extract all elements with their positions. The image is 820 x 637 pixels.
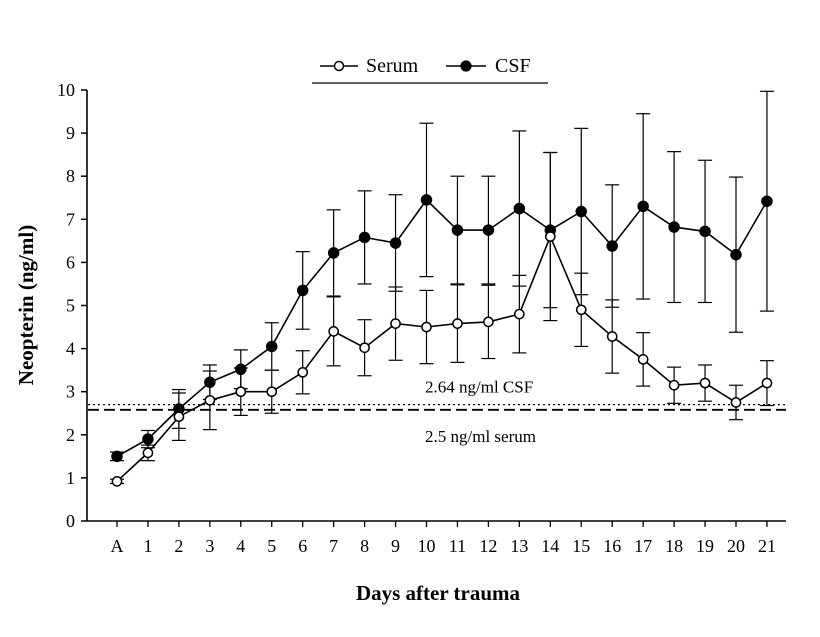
csf-data-point	[606, 240, 618, 252]
csf-data-point	[420, 194, 433, 206]
csf-data-point	[142, 433, 154, 445]
x-tick-label: 8	[360, 536, 369, 556]
serum-data-point	[297, 366, 309, 378]
serum-data-point	[668, 379, 680, 391]
x-tick-label: 15	[572, 536, 590, 556]
serum-data-point	[637, 354, 649, 365]
y-tick-label: 10	[57, 80, 75, 100]
x-tick-label: 13	[510, 536, 528, 556]
legend: Serum CSF	[312, 55, 548, 84]
x-tick-label: 12	[479, 536, 497, 556]
serum-data-point	[575, 304, 587, 316]
series-layer	[110, 90, 774, 487]
y-tick-label: 0	[66, 511, 75, 531]
reference-lines: 2.64 ng/ml CSF 2.5 ng/ml serum	[88, 378, 786, 446]
serum-data-point	[483, 316, 494, 328]
y-axis-title: Neopterin (ng/ml)	[14, 225, 38, 385]
csf-data-point	[358, 231, 371, 244]
y-tick-label: 4	[66, 339, 75, 359]
csf-data-point	[482, 224, 495, 236]
x-tick-label: 2	[174, 536, 183, 556]
x-ticks: A 1 2 3 4 5 6 7 8 9 10 11 12 13 14 15 16 17 18 19 20 21	[111, 521, 776, 556]
serum-data-point	[761, 377, 773, 389]
x-tick-label: 17	[634, 536, 652, 556]
x-tick-label: 14	[541, 536, 559, 556]
csf-data-point	[296, 284, 309, 297]
csf-data-point	[451, 224, 464, 236]
y-tick-label: 9	[66, 123, 75, 143]
serum-data-point	[421, 321, 432, 333]
csf-data-point	[730, 248, 742, 261]
csf-data-point	[266, 340, 278, 353]
csf-data-point	[637, 200, 649, 213]
legend-csf-marker	[460, 60, 472, 72]
csf-data-point	[761, 195, 773, 207]
serum-data-point	[544, 231, 556, 242]
serum-data-point	[514, 308, 525, 320]
csf-data-point	[111, 450, 123, 463]
x-tick-label: A	[111, 536, 124, 556]
x-tick-label: 9	[391, 536, 400, 556]
serum-data-point	[328, 326, 339, 337]
serum-data-point	[111, 475, 123, 487]
serum-series-line	[116, 234, 768, 482]
csf-data-point	[389, 237, 402, 249]
serum-data-point	[359, 342, 370, 354]
x-tick-label: 20	[727, 536, 745, 556]
reference-label-serum: 2.5 ng/ml serum	[425, 427, 536, 446]
csf-data-point	[668, 221, 680, 233]
serum-data-point	[142, 447, 154, 459]
x-tick-label: 5	[267, 536, 276, 556]
y-tick-label: 8	[66, 166, 75, 186]
serum-data-point	[390, 318, 401, 329]
serum-data-point	[235, 386, 247, 398]
x-tick-label: 1	[143, 536, 152, 556]
y-tick-label: 6	[66, 252, 75, 272]
legend-csf-label: CSF	[495, 55, 531, 77]
serum-data-point	[730, 397, 742, 408]
x-tick-label: 19	[696, 536, 714, 556]
x-tick-label: 21	[758, 536, 776, 556]
x-tick-label: 10	[418, 536, 436, 556]
legend-serum-label: Serum	[366, 55, 419, 77]
x-tick-label: 11	[449, 536, 466, 556]
legend-serum-marker	[333, 60, 345, 72]
serum-data-point	[606, 331, 618, 342]
csf-data-point	[699, 225, 711, 238]
series-serum	[110, 151, 774, 487]
csf-series-line	[116, 198, 768, 458]
y-tick-label: 5	[66, 296, 75, 316]
x-tick-label: 4	[236, 536, 245, 556]
y-tick-label: 1	[66, 468, 75, 488]
x-tick-label: 3	[205, 536, 214, 556]
reference-label-csf: 2.64 ng/ml CSF	[425, 378, 533, 397]
y-tick-label: 2	[66, 425, 75, 445]
y-tick-label: 3	[66, 382, 75, 402]
x-tick-label: 16	[603, 536, 621, 556]
serum-data-point	[173, 411, 185, 423]
serum-data-point	[266, 386, 278, 398]
y-tick-label: 7	[66, 209, 75, 229]
csf-data-point	[513, 202, 526, 215]
x-tick-label: 7	[329, 536, 338, 556]
y-ticks: 0 1 2 3 4 5 6 7 8 9 10	[57, 80, 87, 531]
serum-data-point	[204, 394, 216, 406]
x-tick-label: 18	[665, 536, 683, 556]
csf-data-point	[575, 205, 587, 218]
x-axis-title: Days after trauma	[356, 581, 521, 605]
x-tick-label: 6	[298, 536, 307, 556]
csf-data-point	[327, 247, 340, 259]
serum-data-point	[452, 318, 463, 329]
serum-data-point	[699, 377, 711, 389]
